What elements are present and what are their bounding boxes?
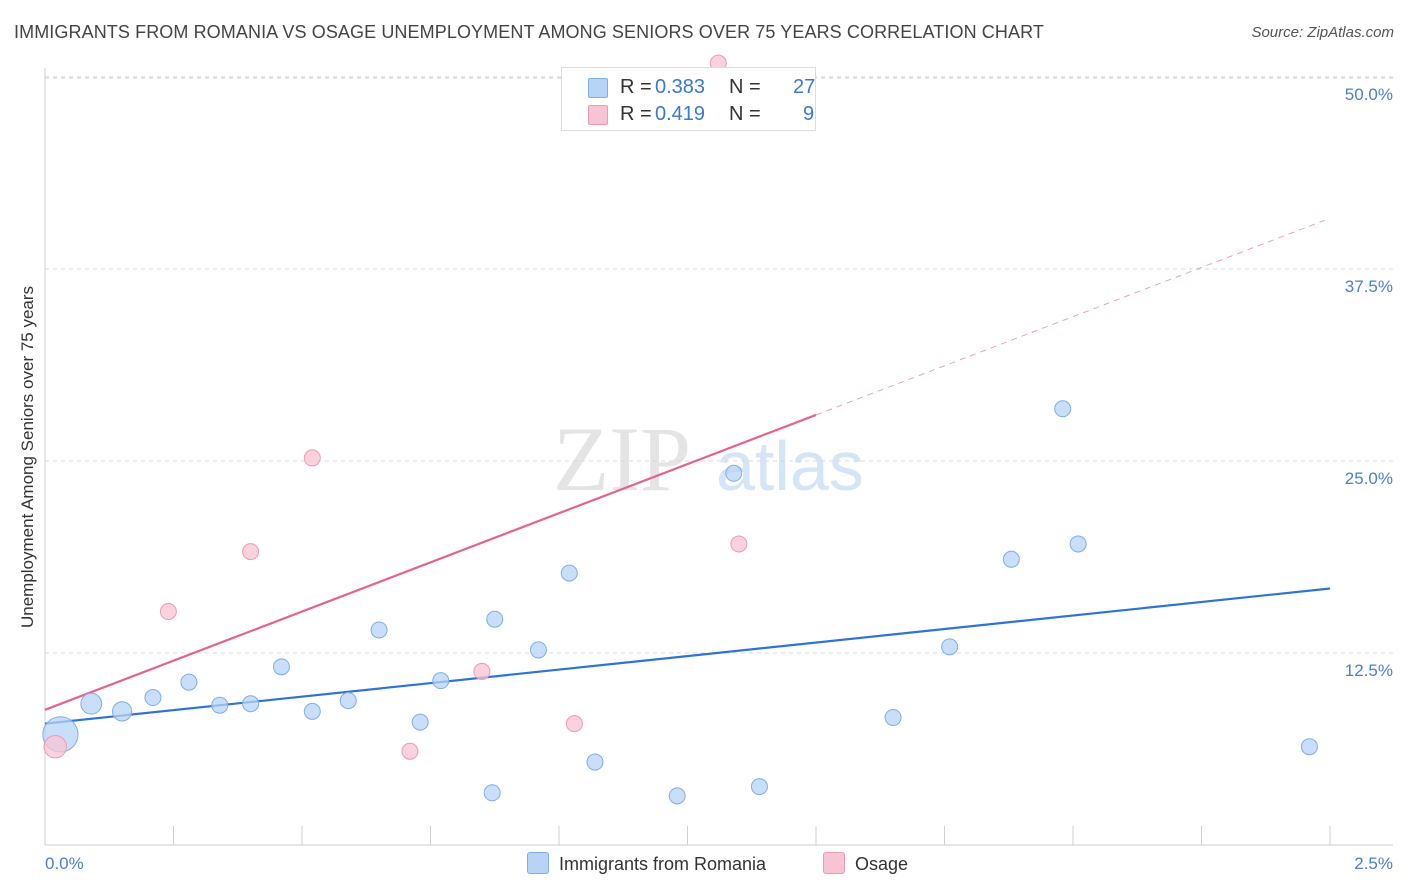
data-point-romania [1002,550,1020,568]
data-point-romania [112,701,133,722]
bottom-legend-osage: Osage [823,852,908,875]
axes [44,68,1393,846]
data-point-romania [941,638,959,656]
data-point-romania [144,689,162,707]
data-point-romania [560,564,578,582]
legend-n-value: 27 [793,76,816,98]
data-point-romania [750,778,768,796]
x-tick-label: 0.0% [45,854,84,873]
data-point-romania [180,673,198,691]
data-point-romania [1069,535,1087,553]
watermark-atlas: atlas [716,427,864,505]
trend-lines [44,217,1331,725]
data-point-romania [1054,400,1072,418]
data-point-romania [486,610,504,628]
bottom-legend-label-romania: Immigrants from Romania [559,854,767,874]
legend-n-label: N = [729,103,761,125]
data-point-osage [730,535,748,553]
legend-r-value: 0.419 [655,103,706,125]
data-point-osage [43,734,67,759]
bottom-legend-romania: Immigrants from Romania [527,852,766,875]
data-point-osage [401,742,419,760]
data-point-osage [473,662,491,680]
data-point-romania [668,787,686,805]
legend: R = 0.383 N = 27 R = 0.419 N = 9 [561,67,816,131]
legend-r-value: 0.383 [655,76,706,98]
x-tick-label: 2.5% [1354,854,1393,873]
y-tick-label: 12.5% [1345,661,1393,680]
data-point-romania [80,692,103,715]
data-point-romania [725,464,743,482]
data-point-romania [432,672,450,690]
tick-labels: 12.5% 25.0% 37.5% 50.0% 0.0% 2.5% [45,85,1393,873]
data-point-romania [884,709,902,727]
y-tick-label: 25.0% [1345,469,1393,488]
y-tick-label: 50.0% [1345,85,1393,104]
watermark-zip: ZIP [553,408,691,510]
bottom-legend-swatch-romania [527,852,549,874]
legend-n-label: N = [729,76,761,98]
data-point-romania [411,713,429,731]
y-tick-label: 37.5% [1345,277,1393,296]
legend-swatch-osage [588,105,608,125]
chart-title: IMMIGRANTS FROM ROMANIA VS OSAGE UNEMPLO… [14,22,1044,42]
legend-swatch-romania [588,78,608,98]
data-point-romania [339,692,357,710]
trend-line-osage [44,413,817,711]
legend-r-label: R = [620,103,652,125]
legend-r-label: R = [620,76,652,98]
data-point-romania [242,695,260,713]
trend-line-romania [44,587,1331,725]
data-point-romania [529,641,547,659]
bottom-legend-label-osage: Osage [855,854,909,874]
data-point-osage [242,543,260,561]
data-point-osage [303,449,321,467]
source-label: Source: ZipAtlas.com [1251,24,1394,41]
bottom-legend-swatch-osage [823,852,845,874]
grid [45,76,1393,654]
data-point-romania [1300,738,1318,756]
data-point-romania [272,658,290,676]
data-point-romania [586,753,604,771]
data-point-romania [303,702,321,720]
data-point-romania [211,696,229,714]
data-point-osage [565,715,583,733]
data-points [42,54,1318,805]
trend-line-osage-extension [815,217,1331,416]
data-point-romania [370,621,388,639]
legend-n-value: 9 [803,103,815,125]
data-point-romania [483,784,501,802]
data-point-osage [159,603,177,621]
